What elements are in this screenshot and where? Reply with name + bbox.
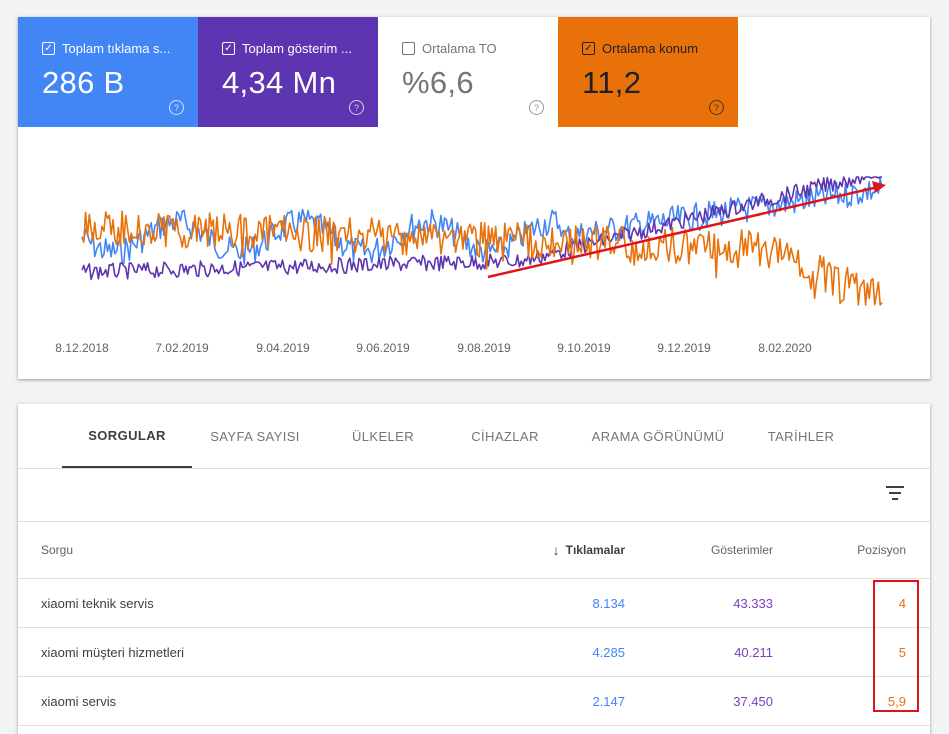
impressions-cell: 37.450 xyxy=(733,693,773,709)
table-toolbar xyxy=(18,469,930,522)
metric-average-position[interactable]: ✓ Ortalama konum 11,2 ? xyxy=(558,17,738,127)
metric-label: Toplam tıklama s... xyxy=(62,41,171,56)
series-line-2 xyxy=(81,210,883,306)
position-cell: 5 xyxy=(898,644,906,660)
tab-countries[interactable]: ÜLKELER xyxy=(351,428,415,444)
x-tick-label: 8.02.2020 xyxy=(758,341,812,355)
column-header-query[interactable]: Sorgu xyxy=(41,543,74,557)
clicks-cell: 2.147 xyxy=(592,693,625,709)
performance-chart-card: ✓ Toplam tıklama s... 286 B ? ✓ Toplam gös… xyxy=(18,17,930,379)
filter-icon[interactable] xyxy=(886,486,904,500)
impressions-cell: 40.211 xyxy=(734,644,773,660)
table-row[interactable]: xiaomi servis 2.147 37.450 5,9 xyxy=(18,677,930,726)
x-tick-label: 8.12.2018 xyxy=(55,341,109,355)
metric-label: Toplam gösterim ... xyxy=(242,41,352,56)
x-tick-label: 9.06.2019 xyxy=(356,341,410,355)
series-line-0 xyxy=(81,177,883,266)
query-cell: xiaomi müşteri hizmetleri xyxy=(41,644,185,660)
tab-dates[interactable]: TARİHLER xyxy=(767,428,835,444)
table-row[interactable]: xiaomi teknik servis 8.134 43.333 4 xyxy=(18,579,930,628)
tab-search-appearance[interactable]: ARAMA GÖRÜNÜMÜ xyxy=(591,428,725,444)
help-icon[interactable]: ? xyxy=(709,100,724,115)
metric-value: 4,34 Mn xyxy=(222,65,337,100)
metric-total-clicks[interactable]: ✓ Toplam tıklama s... 286 B ? xyxy=(18,17,198,127)
clicks-cell: 4.285 xyxy=(592,644,625,660)
position-cell: 4 xyxy=(898,595,906,611)
tab-pages[interactable]: SAYFA SAYISI xyxy=(210,428,300,444)
tab-queries[interactable]: SORGULAR xyxy=(62,404,192,468)
query-cell: xiaomi servis xyxy=(41,693,117,709)
queries-table-card: SORGULAR SAYFA SAYISI ÜLKELER CİHAZLAR A… xyxy=(18,404,930,734)
table-row[interactable]: xiaomi müşteri hizmetleri 4.285 40.211 5 xyxy=(18,628,930,677)
column-header-clicks-label: Tıklamalar xyxy=(565,543,625,557)
dimension-tabs: SORGULAR SAYFA SAYISI ÜLKELER CİHAZLAR A… xyxy=(18,404,930,469)
checkbox-icon[interactable]: ✓ xyxy=(42,42,55,55)
checkbox-icon[interactable]: ✓ xyxy=(582,42,595,55)
clicks-cell: 8.134 xyxy=(592,595,625,611)
arrow-down-icon: ↓ xyxy=(552,542,560,558)
metric-label: Ortalama konum xyxy=(602,41,699,56)
column-header-clicks[interactable]: ↓ Tıklamalar xyxy=(553,522,625,578)
table-header-row: Sorgu ↓ Tıklamalar Gösterimler Pozisyon xyxy=(18,522,930,579)
position-cell: 5,9 xyxy=(887,693,906,709)
help-icon[interactable]: ? xyxy=(529,100,544,115)
metric-value: %6,6 xyxy=(402,65,474,100)
help-icon[interactable]: ? xyxy=(349,100,364,115)
x-tick-label: 9.04.2019 xyxy=(256,341,310,355)
metric-label: Ortalama TO xyxy=(422,41,497,56)
trend-arrow xyxy=(487,181,886,279)
metric-total-impressions[interactable]: ✓ Toplam gösterim ... 4,34 Mn ? xyxy=(198,17,378,127)
x-tick-label: 9.12.2019 xyxy=(657,341,711,355)
metric-cards: ✓ Toplam tıklama s... 286 B ? ✓ Toplam gös… xyxy=(18,17,930,127)
x-tick-label: 9.10.2019 xyxy=(557,341,611,355)
metric-value: 286 B xyxy=(42,65,125,100)
query-cell: xiaomi teknik servis xyxy=(41,595,154,611)
series-line-1 xyxy=(81,176,882,281)
help-icon[interactable]: ? xyxy=(169,100,184,115)
checkbox-icon[interactable] xyxy=(402,42,415,55)
metric-value: 11,2 xyxy=(582,65,642,100)
line-chart: 8.12.2018 7.02.2019 9.04.2019 9.06.2019 9.08… xyxy=(55,176,886,355)
x-tick-label: 7.02.2019 xyxy=(155,341,209,355)
checkbox-icon[interactable]: ✓ xyxy=(222,42,235,55)
tab-devices[interactable]: CİHAZLAR xyxy=(471,428,539,444)
impressions-cell: 43.333 xyxy=(733,595,773,611)
x-tick-label: 9.08.2019 xyxy=(457,341,511,355)
column-header-position[interactable]: Pozisyon xyxy=(857,543,906,557)
column-header-impressions[interactable]: Gösterimler xyxy=(710,543,773,557)
metric-average-ctr[interactable]: Ortalama TO %6,6 ? xyxy=(378,17,558,127)
